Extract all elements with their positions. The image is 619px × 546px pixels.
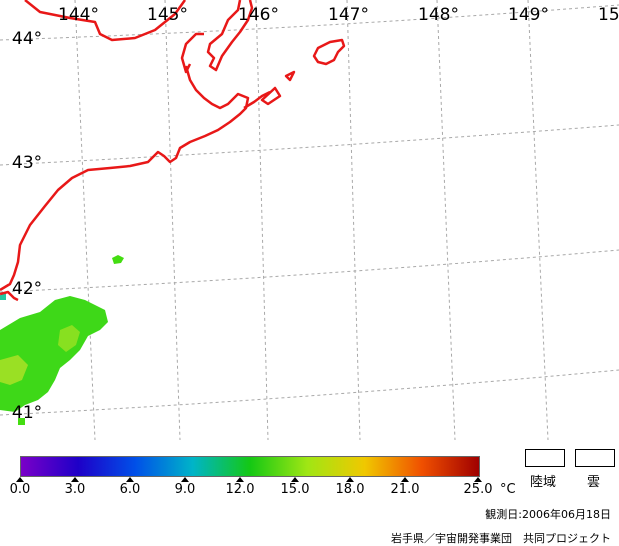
colorbar-tick-6: 6.0 — [119, 482, 141, 497]
temperature-colorbar — [20, 456, 480, 477]
land-legend-swatch — [525, 449, 565, 467]
observation-date: 観測日:2006年06月18日 — [485, 508, 611, 521]
lat-label-41: 41° — [12, 403, 42, 423]
coastline — [0, 0, 346, 302]
cloud-legend-label: 雲 — [587, 475, 601, 490]
lon-label-148: 148° — [418, 5, 459, 25]
lat-label-42: 42° — [12, 279, 42, 299]
lat-label-44: 44° — [12, 29, 42, 49]
latitude-labels: 44° 43° 42° 41° — [12, 29, 42, 423]
cloud-legend-swatch — [575, 449, 615, 467]
colorbar-tick-18: 18.0 — [335, 482, 365, 497]
colorbar-tick-15: 15.0 — [280, 482, 310, 497]
colorbar-tick-12: 12.0 — [225, 482, 255, 497]
longitude-labels: 144° 145° 146° 147° 148° 149° 15 — [58, 5, 619, 25]
lon-label-147: 147° — [328, 5, 369, 25]
lat-label-43: 43° — [12, 153, 42, 173]
colorbar-tick-marks — [16, 477, 482, 482]
graticule-lines — [0, 0, 619, 440]
colorbar-tick-0: 0.0 — [9, 482, 31, 497]
temperature-unit: °C — [500, 482, 516, 497]
sst-map: 144° 145° 146° 147° 148° 149° 15 44° 43°… — [0, 0, 619, 440]
land-legend-label: 陸域 — [530, 475, 557, 490]
colorbar-tick-25: 25.0 — [463, 482, 493, 497]
sea-surface-temperature-patches — [0, 255, 124, 425]
lon-label-144: 144° — [58, 5, 99, 25]
credit-line: 岩手県／宇宙開発事業団 共同プロジェクト — [391, 532, 611, 545]
colorbar-tick-21: 21.0 — [390, 482, 420, 497]
colorbar-tick-3: 3.0 — [64, 482, 86, 497]
colorbar-tick-9: 9.0 — [174, 482, 196, 497]
lon-label-150: 15 — [598, 5, 619, 25]
lon-label-146: 146° — [238, 5, 279, 25]
lon-label-149: 149° — [508, 5, 549, 25]
lon-label-145: 145° — [147, 5, 188, 25]
